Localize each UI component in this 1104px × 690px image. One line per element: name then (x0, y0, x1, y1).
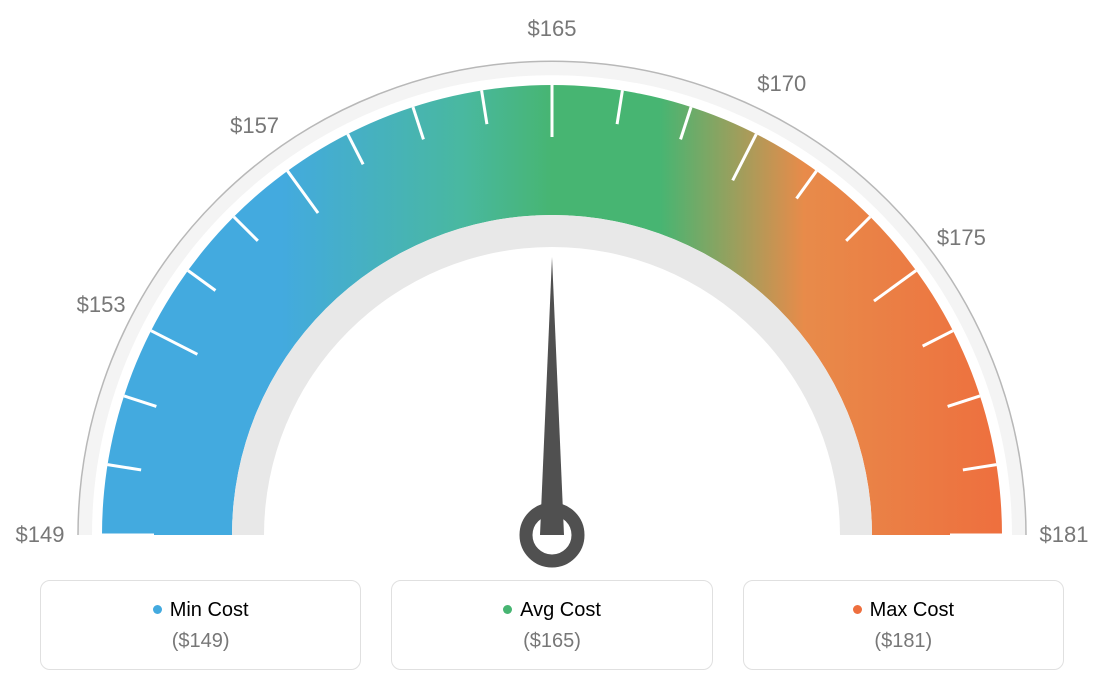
chart-container: $149 $153 $157 $165 $170 $175 $181 Min Cost ($… (0, 0, 1104, 690)
avg-cost-value: ($165) (392, 630, 711, 653)
max-cost-title-text: Max Cost (870, 599, 954, 621)
dot-icon (503, 605, 512, 614)
min-cost-value: ($149) (41, 630, 360, 653)
min-cost-card: Min Cost ($149) (40, 580, 361, 670)
gauge-tick-label: $175 (937, 225, 986, 251)
gauge-tick-label: $170 (757, 71, 806, 97)
gauge-svg (0, 0, 1104, 570)
avg-cost-title-text: Avg Cost (520, 599, 601, 621)
dot-icon (153, 605, 162, 614)
min-cost-title: Min Cost (41, 599, 360, 622)
avg-cost-title: Avg Cost (392, 599, 711, 622)
gauge-tick-label: $149 (16, 522, 65, 548)
gauge-tick-label: $165 (528, 16, 577, 42)
gauge-tick-label: $181 (1040, 522, 1089, 548)
min-cost-title-text: Min Cost (170, 599, 249, 621)
gauge-tick-label: $153 (77, 292, 126, 318)
max-cost-value: ($181) (744, 630, 1063, 653)
max-cost-card: Max Cost ($181) (743, 580, 1064, 670)
dot-icon (853, 605, 862, 614)
avg-cost-card: Avg Cost ($165) (391, 580, 712, 670)
gauge-area: $149 $153 $157 $165 $170 $175 $181 (0, 0, 1104, 570)
max-cost-title: Max Cost (744, 599, 1063, 622)
gauge-tick-label: $157 (230, 113, 279, 139)
summary-cards: Min Cost ($149) Avg Cost ($165) Max Cost… (40, 580, 1064, 670)
